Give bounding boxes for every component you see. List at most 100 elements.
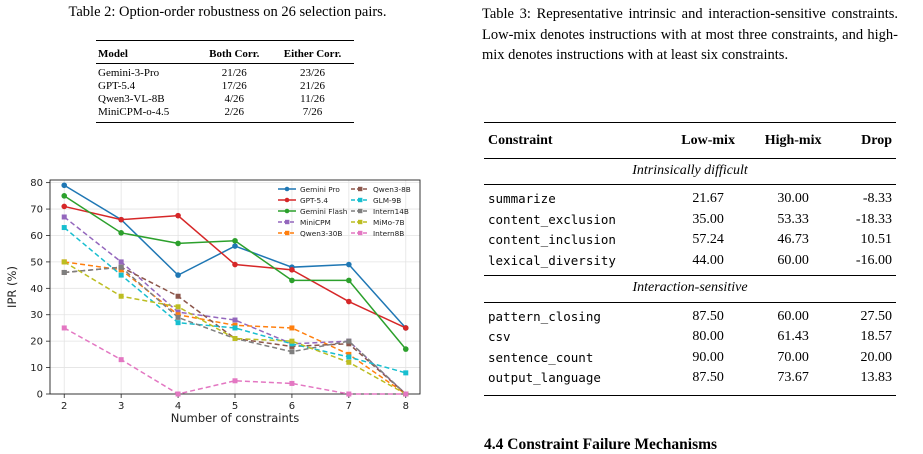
data-point — [289, 267, 295, 273]
legend-marker — [284, 208, 290, 214]
constraint-name: lexical_diversity — [484, 250, 667, 276]
legend-marker — [285, 230, 290, 236]
table3-section-title: Intrinsically difficult — [484, 158, 896, 185]
legend-label: GPT-5.4 — [300, 196, 328, 205]
data-point — [346, 277, 352, 284]
table2-cell: Gemini-3-Pro — [98, 67, 160, 79]
y-tick-label: 60 — [30, 231, 43, 242]
data-point — [118, 259, 124, 265]
legend-marker — [358, 208, 363, 214]
table2-cell: 2/26 — [197, 106, 271, 123]
table3-cell: 27.50 — [860, 308, 893, 324]
x-tick-label: 8 — [403, 401, 409, 412]
legend-marker — [358, 186, 363, 192]
data-point — [346, 351, 352, 357]
data-point — [118, 357, 124, 363]
data-point — [402, 325, 409, 331]
data-point — [118, 230, 124, 236]
table3-header-drop: Drop — [836, 122, 896, 159]
table3-cell: 70.00 — [777, 349, 809, 365]
table-row: csv 80.00 61.43 18.57 — [484, 327, 896, 348]
legend-label: Intern14B — [373, 207, 409, 216]
section-heading: 4.4 Constraint Failure Mechanisms — [484, 436, 718, 453]
table3-cell: 35.00 — [692, 211, 724, 227]
table2-cell: Qwen3-VL-8B — [98, 93, 165, 105]
table3-cell: 53.33 — [777, 211, 809, 227]
data-point — [346, 391, 352, 397]
data-point — [175, 293, 181, 299]
table2-cell: 23/26 — [299, 67, 326, 79]
data-point — [232, 336, 238, 342]
constraint-name: content_inclusion — [488, 232, 616, 247]
table3-caption: Table 3: Representative intrinsic and in… — [482, 6, 898, 63]
data-point — [118, 272, 124, 278]
legend-marker — [358, 219, 363, 225]
table3-cell: 57.24 — [692, 232, 724, 247]
y-tick-label: 40 — [30, 284, 43, 295]
table-row: lexical_diversity 44.00 60.00 -16.00 — [484, 250, 896, 276]
constraint-name: summarize — [488, 191, 556, 206]
legend-label: MiniCPM — [300, 218, 331, 227]
x-tick-label: 2 — [61, 401, 67, 412]
data-point — [175, 391, 181, 397]
y-tick-label: 50 — [30, 257, 43, 268]
table3-cell: 18.57 — [860, 329, 893, 344]
data-point — [118, 264, 124, 270]
table3-cell: 21.67 — [692, 191, 724, 206]
data-point — [289, 325, 295, 331]
y-tick-label: 70 — [30, 205, 43, 216]
ipr-line-chart: 0 10 20 30 40 50 60 70 80 2 3 4 5 6 7 8 Number of constr… — [5, 178, 421, 425]
legend-label: Qwen3-30B — [300, 229, 342, 238]
data-point — [289, 341, 295, 347]
table3-cell: 87.50 — [666, 368, 750, 396]
data-point — [402, 346, 409, 352]
data-point — [175, 312, 181, 318]
table3-cell: 10.51 — [860, 232, 893, 247]
data-point — [61, 193, 68, 199]
data-point — [346, 298, 352, 305]
data-point — [403, 391, 409, 397]
y-tick-label: 80 — [30, 178, 43, 189]
table3-cell: 80.00 — [692, 329, 724, 344]
y-axis-label: IPR (%) — [5, 266, 19, 308]
data-point — [232, 322, 238, 328]
table-row: content_inclusion 57.24 46.73 10.51 — [484, 230, 896, 251]
data-point — [346, 359, 352, 365]
table3: Constraint Low-mix High-mix Drop Intrins… — [484, 122, 896, 396]
table-row: pattern_closing 87.50 60.00 27.50 — [484, 302, 896, 327]
table2-header-either: Either Corr. — [270, 40, 354, 64]
legend-label: Intern8B — [373, 229, 404, 238]
table3-cell: -8.33 — [862, 191, 892, 206]
table-row: MiniCPM-o-4.5 2/26 7/26 — [96, 106, 354, 123]
table-row: output_language 87.50 73.67 13.83 — [484, 368, 896, 396]
data-point — [61, 325, 67, 331]
legend-label: Gemini Pro — [300, 185, 340, 194]
table3-cell: 90.00 — [692, 349, 724, 365]
legend-marker — [285, 219, 290, 225]
legend-marker — [284, 197, 290, 203]
table2-cell: MiniCPM-o-4.5 — [96, 106, 198, 123]
y-tick-label: 0 — [37, 390, 43, 401]
data-point — [61, 269, 67, 275]
data-point — [61, 203, 68, 210]
table-row: sentence_count 90.00 70.00 20.00 — [484, 348, 896, 369]
table3-cell: -18.33 — [855, 211, 892, 227]
legend-label: GLM-9B — [373, 196, 401, 205]
table2-cell: 7/26 — [270, 106, 354, 123]
data-point — [175, 304, 181, 310]
x-tick-label: 5 — [232, 401, 238, 412]
data-point — [118, 216, 124, 223]
constraint-name: csv — [488, 329, 511, 344]
data-point — [175, 272, 181, 278]
legend-label: Qwen3-8B — [373, 185, 411, 194]
table3-cell: 61.43 — [777, 329, 809, 344]
table-row: content_exclusion 35.00 53.33 -18.33 — [484, 210, 896, 231]
y-tick-label: 10 — [30, 363, 43, 374]
table3-cell: 13.83 — [836, 368, 896, 396]
table-row: summarize 21.67 30.00 -8.33 — [484, 185, 896, 210]
x-tick-label: 3 — [118, 401, 124, 412]
table2-header-model: Model — [96, 40, 198, 64]
table2-header-both: Both Corr. — [197, 40, 271, 64]
table3-header-highmix: High-mix — [749, 122, 837, 159]
y-tick-label: 30 — [30, 310, 43, 321]
